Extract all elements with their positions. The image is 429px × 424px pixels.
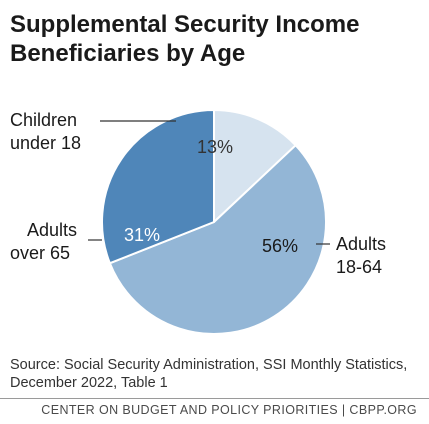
category-label-children-line-1: Children	[10, 110, 77, 130]
category-label-adults-over-65-line-2: over 65	[10, 243, 70, 263]
category-label-children-line-2: under 18	[10, 133, 81, 153]
source-note: Source: Social Security Administration, …	[10, 356, 422, 392]
source-note-line-2: December 2022, Table 1	[10, 375, 168, 391]
slice-children	[213, 108, 298, 225]
chart-title: Supplemental Security Income Beneficiari…	[10, 10, 425, 68]
slice-value-label-children: 13%	[197, 137, 233, 157]
chart-title-line-2: Beneficiaries by Age	[10, 40, 246, 67]
chart-title-line-1: Supplemental Security Income	[10, 11, 360, 38]
slice-adults-18-64	[108, 143, 327, 335]
footer-credit: CENTER ON BUDGET AND POLICY PRIORITIES |…	[41, 403, 417, 417]
slice-value-label-adults-over-65: 31%	[124, 225, 160, 245]
category-label-adults-18-64-line-2: 18-64	[336, 257, 382, 277]
leader-lines	[88, 120, 330, 245]
category-label-adults-over-65-line-1: Adults	[27, 220, 77, 240]
slice-adults-over-65	[101, 108, 215, 265]
footer-divider	[0, 398, 429, 399]
pie-slices	[101, 108, 327, 335]
category-label-adults-18-64-line-1: Adults	[336, 234, 386, 254]
slice-value-label-adults-18-64: 56%	[262, 236, 298, 256]
source-note-line-1: Source: Social Security Administration, …	[10, 357, 408, 373]
